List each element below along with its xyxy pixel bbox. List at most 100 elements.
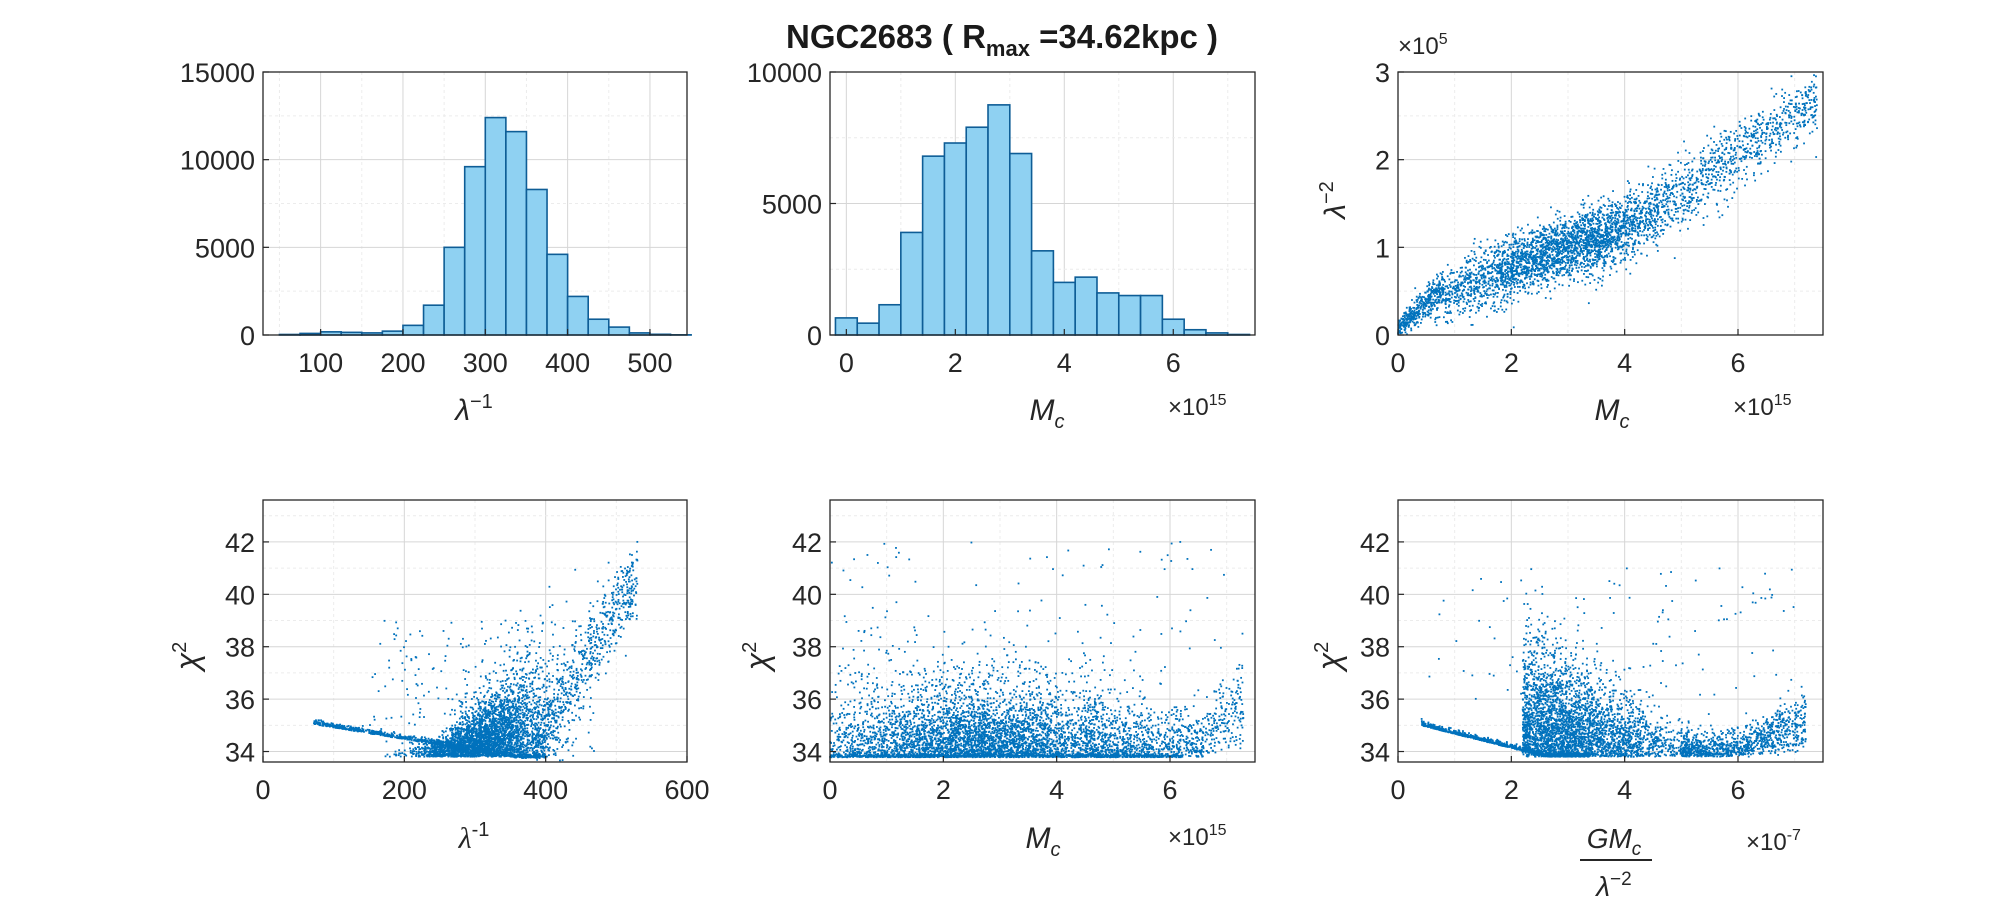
p3-point <box>1529 278 1531 280</box>
p3-point <box>1615 239 1618 242</box>
p4-point <box>383 732 386 735</box>
p3-point <box>1466 261 1469 264</box>
p3-point <box>1441 299 1444 302</box>
p3-point <box>1681 217 1684 220</box>
p3-point <box>1534 235 1537 238</box>
p3-point <box>1587 219 1590 222</box>
p3-point <box>1758 146 1760 149</box>
p3-point <box>1512 266 1514 269</box>
p3-y-tick-label: 2 <box>1375 146 1390 176</box>
p3-point <box>1704 184 1707 186</box>
p3-point <box>1691 160 1694 163</box>
p3-point <box>1601 244 1604 247</box>
p3-point <box>1743 169 1745 171</box>
p3-point <box>1550 276 1553 278</box>
p3-point <box>1590 245 1593 248</box>
p3-point <box>1533 261 1535 264</box>
p3-point <box>1589 211 1592 214</box>
p3-point <box>1513 274 1515 277</box>
p3-point <box>1482 273 1485 276</box>
p3-point <box>1552 249 1555 252</box>
p3-point <box>1530 274 1533 277</box>
p3-point <box>1583 239 1585 242</box>
p3-point <box>1484 276 1487 279</box>
p3-point <box>1475 274 1478 276</box>
p3-point <box>1757 140 1760 142</box>
p3-point <box>1480 256 1483 259</box>
p3-point <box>1533 256 1536 259</box>
p3-point <box>1663 210 1666 213</box>
p3-point <box>1624 234 1627 237</box>
p3-point <box>1436 293 1438 296</box>
p3-point <box>1564 261 1567 264</box>
p3-point <box>1442 290 1445 293</box>
p3-point <box>1511 261 1514 264</box>
p3-point <box>1420 297 1423 300</box>
p3-point <box>1592 241 1595 244</box>
p4-point <box>339 723 342 726</box>
p3-point <box>1725 148 1728 150</box>
p4-point <box>341 726 343 729</box>
p3-point <box>1544 278 1547 281</box>
p3-point <box>1411 299 1413 301</box>
p3-point <box>1524 253 1527 256</box>
p3-point <box>1563 233 1565 235</box>
p3-point <box>1428 282 1431 285</box>
p3-point <box>1623 226 1626 229</box>
p3-point <box>1796 144 1798 147</box>
p3-point <box>1667 184 1670 186</box>
p3-point <box>1432 289 1435 291</box>
p3-point <box>1583 249 1585 252</box>
p3-point <box>1436 288 1438 291</box>
p3-point <box>1572 233 1575 236</box>
p3-point <box>1550 250 1553 253</box>
p3-point <box>1601 216 1604 219</box>
p3-point <box>1546 251 1549 254</box>
p3-point <box>1528 246 1531 248</box>
p3-point <box>1711 173 1713 176</box>
p3-point <box>1436 301 1439 304</box>
p3-point <box>1675 217 1678 220</box>
p3-point <box>1767 122 1770 124</box>
p3-point <box>1572 260 1575 262</box>
p3-point <box>1562 232 1564 235</box>
p3-point <box>1547 239 1549 242</box>
p4-point <box>347 725 350 727</box>
p3-point <box>1449 310 1452 313</box>
p3-point <box>1705 173 1707 176</box>
p3-point <box>1461 266 1464 269</box>
p3-point <box>1620 233 1623 236</box>
p3-point <box>1587 276 1590 279</box>
p3-point <box>1736 135 1739 137</box>
p3-point <box>1659 229 1662 232</box>
p3-point <box>1588 229 1591 232</box>
p3-point <box>1657 212 1660 215</box>
p3-point <box>1536 267 1539 270</box>
p3-point <box>1575 227 1578 230</box>
p3-point <box>1506 293 1509 295</box>
p3-point <box>1436 277 1438 280</box>
p3-point <box>1465 277 1468 280</box>
p3-point <box>1803 102 1806 105</box>
p3-point <box>1481 264 1484 267</box>
p3-point <box>1656 224 1659 227</box>
p3-point <box>1667 211 1670 214</box>
p3-point <box>1587 302 1590 305</box>
p3-point <box>1597 276 1600 279</box>
p3-point <box>1559 242 1562 245</box>
p3-point <box>1518 264 1521 267</box>
p4-point <box>398 737 400 740</box>
p3-point <box>1695 179 1698 182</box>
p3-point <box>1647 229 1649 231</box>
p2-bars <box>834 104 1251 336</box>
p3-point <box>1648 227 1651 230</box>
p3-point <box>1680 220 1683 223</box>
p3-point <box>1675 173 1677 176</box>
p3-point <box>1506 260 1509 263</box>
p3-point <box>1598 246 1601 249</box>
p3-point <box>1633 243 1636 246</box>
p3-point <box>1625 248 1628 251</box>
p3-point <box>1644 226 1647 229</box>
p3-point <box>1707 167 1710 170</box>
